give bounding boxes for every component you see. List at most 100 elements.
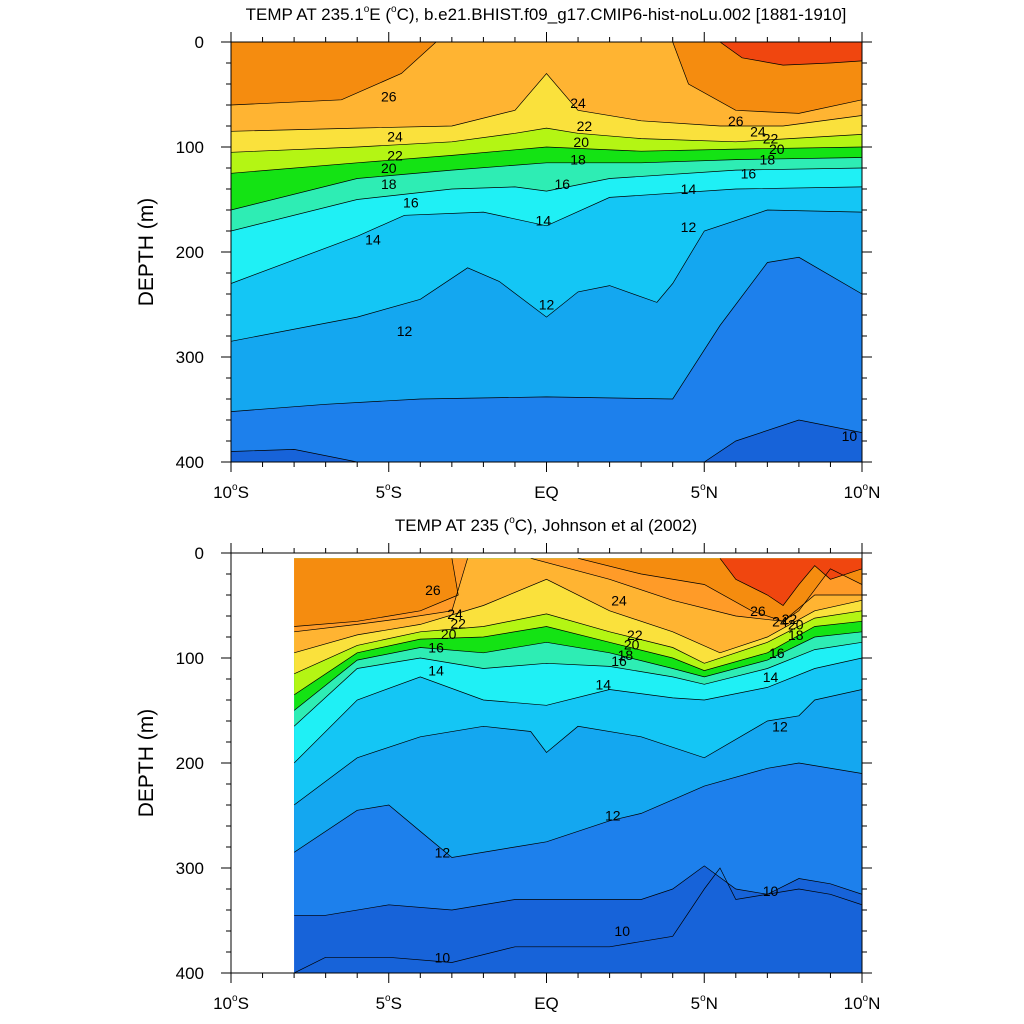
y-tick-label: 100 [176,649,204,668]
contour-label: 16 [769,645,785,661]
contour-label: 16 [554,176,570,192]
contour-label: 18 [618,647,634,663]
y-tick-label: 200 [176,754,204,773]
fill-level-27 [720,558,862,606]
isotherm-18 [294,631,863,711]
contour-label: 22 [577,118,593,134]
isotherm-22 [294,610,863,675]
contour-label: 16 [403,195,419,211]
isotherm-18 [231,157,862,211]
y-axis-label: DEPTH (m) [135,709,158,818]
contour-label: 12 [435,844,451,860]
y-tick-label: 400 [176,453,204,472]
contour-fills [231,42,862,462]
isotherm-26 [294,558,459,627]
contour-label: 26 [425,582,441,598]
x-tick-label: 5oS [376,993,402,1013]
isotherm-25 [294,558,468,633]
isotherm-25 [530,558,862,622]
contour-label: 12 [605,808,621,824]
y-tick-label: 100 [176,138,204,157]
contour-label: 26 [728,113,744,129]
contour-label: 20 [441,626,457,642]
contour-label: 10 [763,883,779,899]
contour-label: 22 [782,611,798,627]
contour-label: 24 [387,129,403,145]
isotherm-9 [294,867,863,973]
y-axis: 0 100 200 300 400 [176,33,872,472]
contour-label: 12 [539,297,555,313]
y-tick-label: 200 [176,243,204,262]
y-tick-label: 400 [176,964,204,983]
contour-label: 20 [788,616,804,632]
contour-label: 10 [614,923,630,939]
fill-level-26 [294,558,459,627]
x-tick-label: 10oS [213,482,249,502]
isotherm-22 [231,127,862,153]
x-tick-label: 10oN [844,482,881,502]
isotherm-12 [294,689,863,806]
y-tick-label: 300 [176,348,204,367]
contour-label: 24 [447,606,463,622]
contour-label: 24 [611,592,627,608]
x-tick-label: 5oN [691,482,718,502]
isotherm-20 [294,620,863,696]
contour-label: 20 [769,141,785,157]
isotherm-11 [294,762,863,858]
contour-label: 12 [772,718,788,734]
contour-label: 26 [750,603,766,619]
contour-label: 18 [788,627,804,643]
isotherm-27 [719,42,862,66]
isotherm-14 [294,657,863,764]
isotherm-10 [294,865,863,916]
contour-label: 12 [681,219,697,235]
contour-label: 14 [681,181,697,197]
contour-label: 20 [573,134,589,150]
isotherm-16 [294,641,863,727]
chart-title: TEMP AT 235 (oC), Johnson et al (2002) [395,515,697,535]
x-tick-label: 10oS [213,993,249,1013]
contour-label: 20 [381,160,397,176]
contour-label: 24 [750,123,766,139]
contour-label: 16 [428,640,444,656]
contour-label: 22 [387,147,403,163]
contour-fills [294,558,863,973]
x-tick-label: 5oN [691,993,718,1013]
contour-label: 24 [772,613,788,629]
contour-label: 12 [397,323,413,339]
contour-label: 16 [611,653,627,669]
contour-label: 10 [435,949,451,965]
contour-label: 22 [450,615,466,631]
contour-label: 14 [365,231,381,247]
isotherm-24 [294,578,863,654]
contour-label: 14 [536,213,552,229]
x-axis: 10oS 5oS EQ 5oN 10oN [213,543,880,1013]
isotherm-16 [231,167,862,232]
contour-label: 22 [627,627,643,643]
contour-label: 20 [624,636,640,652]
y-axis-label: DEPTH (m) [135,198,158,307]
contour-label: 18 [381,176,397,192]
y-tick-label: 0 [195,33,204,52]
fill-level-27 [720,42,862,66]
contour-label: 14 [596,676,612,692]
isotherm-27 [719,558,863,606]
x-tick-label: 10oN [844,993,881,1013]
y-axis: 0 100 200 300 400 [176,544,872,983]
x-tick-label: EQ [534,994,559,1013]
isotherm-11 [231,256,862,412]
y-tick-label: 0 [195,544,204,563]
isotherm-26 [672,42,862,114]
contour-label: 18 [760,152,776,168]
contour-label: 18 [570,152,586,168]
y-tick-label: 300 [176,859,204,878]
isotherm-14 [231,186,862,284]
contour-label: 24 [570,95,586,111]
x-axis: 10oS 5oS EQ 5oN 10oN [213,32,880,502]
contour-label: 26 [381,89,397,105]
contour-label: 14 [428,663,444,679]
isotherm-20 [231,146,862,174]
